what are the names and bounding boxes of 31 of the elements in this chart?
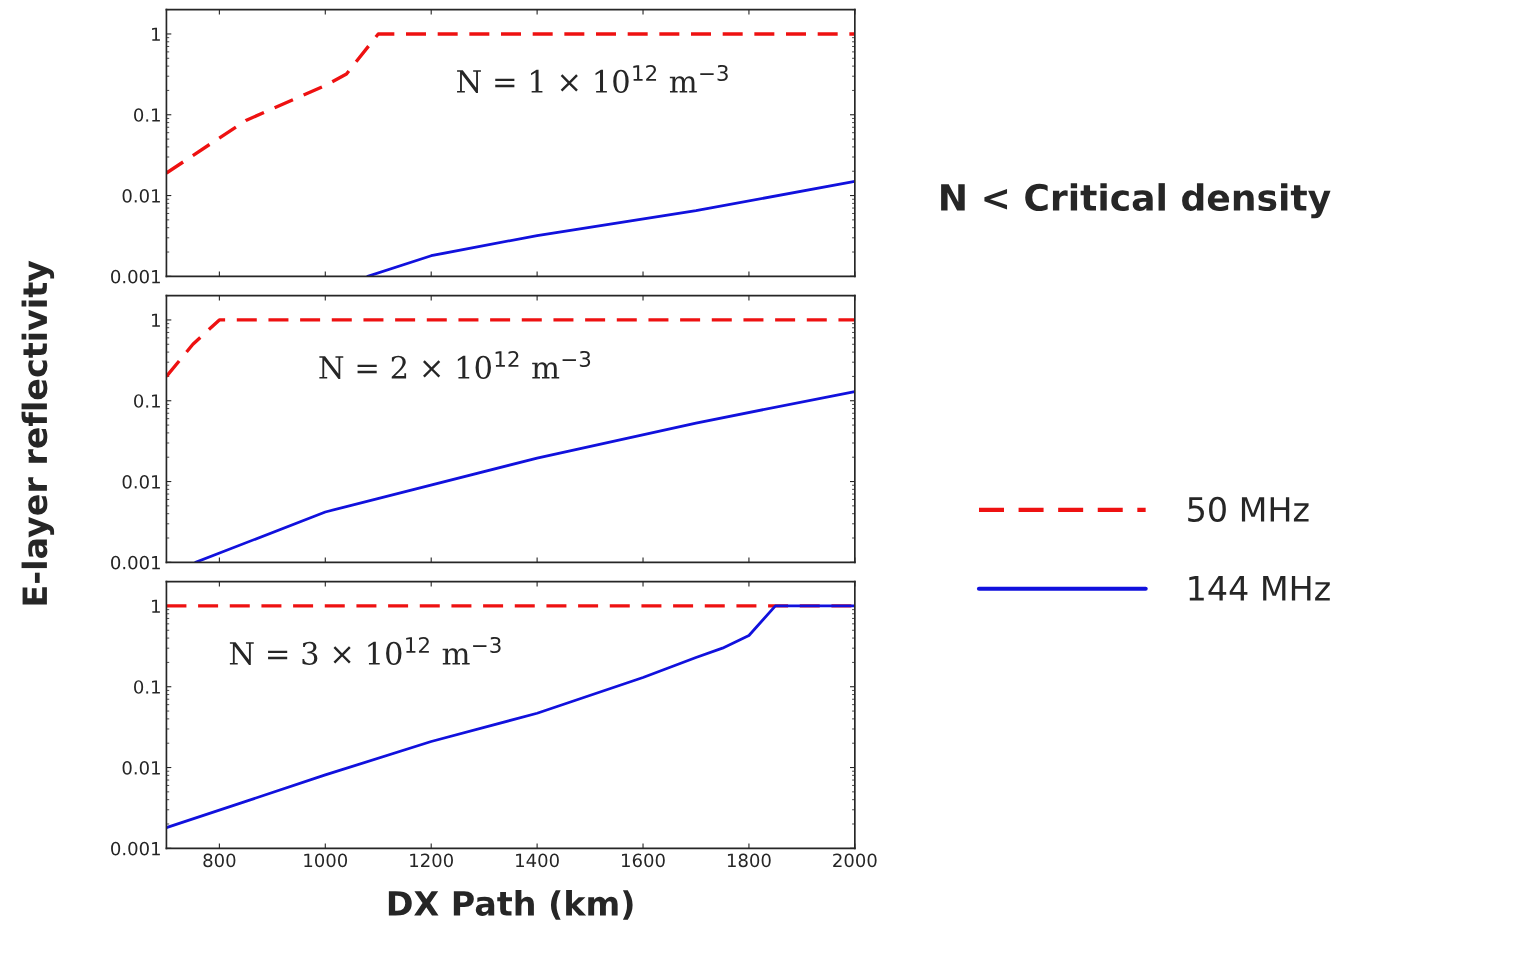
- y-tick-label: 0.001: [111, 841, 160, 856]
- annotation: N = 1 × 10$^{12}$ m$^{−3}$: [457, 64, 728, 93]
- x-tick-label: 1400: [516, 853, 559, 868]
- x-tick-label: 1800: [727, 853, 771, 868]
- y-tick-label: 0.001: [111, 555, 160, 570]
- y-tick-label: 0.1: [134, 680, 160, 694]
- line-series: [166, 32, 855, 175]
- y-tick-label: 0.1: [134, 394, 160, 408]
- text: 50 MHz: [1188, 496, 1309, 522]
- x-tick-label: 800: [203, 853, 236, 868]
- x-axis-title: DX Path (km): [388, 890, 633, 920]
- y-tick-label: 0.01: [122, 760, 160, 775]
- y-tick-label: 0.1: [134, 108, 160, 122]
- y-tick-label: 1: [152, 313, 160, 327]
- annotation: N = 2 × 10$^{12}$ m$^{−3}$: [319, 350, 591, 379]
- line-series: [366, 179, 855, 277]
- y-axis-title: E-layer reflectivity: [21, 260, 55, 605]
- x-tick-label: 1600: [622, 853, 665, 868]
- y-tick-label: 1: [152, 599, 160, 613]
- legend-title: N < Critical density: [941, 183, 1331, 219]
- y-tick-label: 1: [152, 27, 160, 41]
- x-tick-label: 1200: [410, 853, 453, 868]
- x-tick-label: 2000: [833, 853, 877, 868]
- text: 144 MHz: [1189, 576, 1330, 601]
- y-tick-label: 0.001: [111, 269, 160, 284]
- line-series: [194, 390, 855, 563]
- y-tick-label: 0.01: [122, 475, 160, 489]
- x-tick-label: 1000: [304, 853, 348, 868]
- line-series: [166, 604, 855, 830]
- annotation: N = 3 × 10$^{12}$ m$^{−3}$: [229, 636, 501, 665]
- y-tick-label: 0.01: [122, 189, 160, 203]
